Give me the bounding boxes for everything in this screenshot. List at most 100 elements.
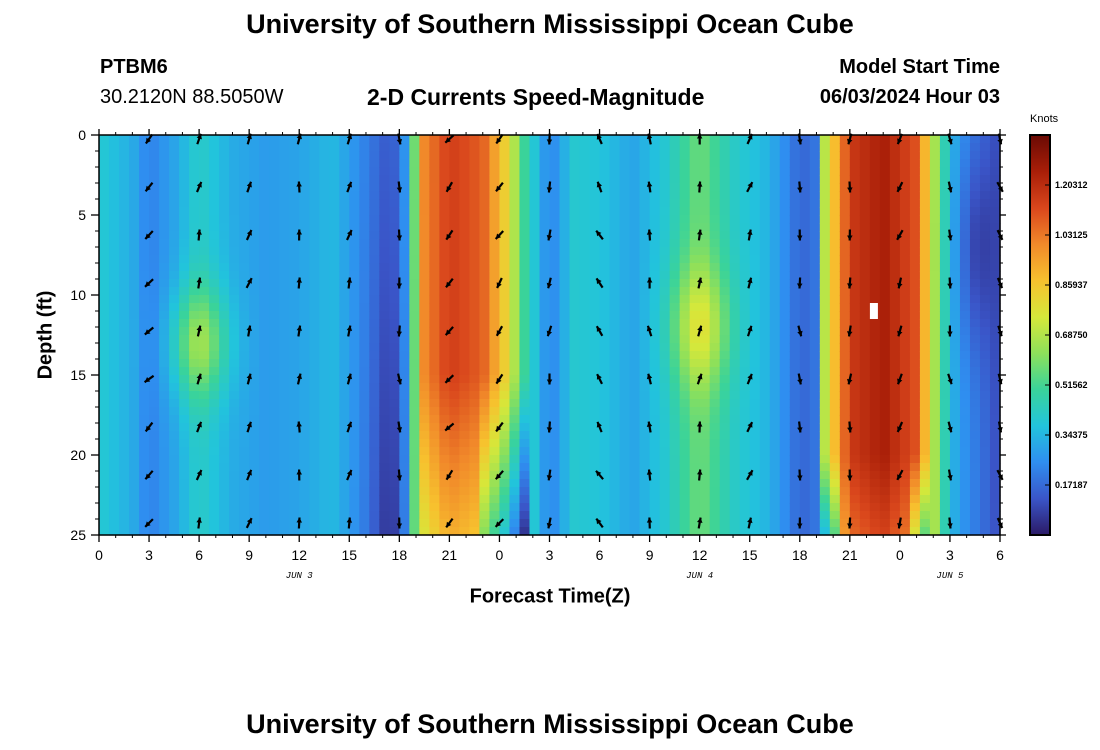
- heatmap-cell: [779, 191, 791, 200]
- heatmap-cell: [979, 359, 991, 368]
- x-tick-label: 6: [996, 547, 1004, 563]
- heatmap-cell: [719, 287, 731, 296]
- heatmap-cell: [509, 135, 521, 144]
- current-vector: [196, 229, 202, 241]
- heatmap-cell: [159, 239, 170, 248]
- heatmap-cell: [309, 271, 320, 280]
- heatmap-cell: [979, 247, 991, 256]
- heatmap-cell: [359, 351, 370, 360]
- heatmap-cell: [159, 343, 170, 352]
- heatmap-cell: [799, 447, 811, 456]
- heatmap-cell: [699, 527, 711, 536]
- heatmap-cell: [859, 407, 871, 416]
- heatmap-cell: [399, 407, 410, 416]
- heatmap-cell: [489, 375, 501, 384]
- heatmap-cell: [369, 487, 380, 496]
- heatmap-cell: [189, 503, 200, 512]
- heatmap-cell: [619, 159, 631, 168]
- heatmap-cell: [909, 199, 921, 208]
- current-vector: [947, 325, 953, 337]
- heatmap-cell: [669, 319, 681, 328]
- heatmap-cell: [939, 135, 951, 144]
- heatmap-cell: [219, 399, 230, 408]
- heatmap-cell: [149, 231, 160, 240]
- heatmap-cell: [969, 151, 981, 160]
- heatmap-cell: [699, 319, 711, 328]
- heatmap-cell: [509, 391, 521, 400]
- heatmap-cell: [739, 391, 751, 400]
- heatmap-cell: [979, 159, 991, 168]
- heatmap-cell: [969, 207, 981, 216]
- heatmap-cell: [259, 439, 270, 448]
- heatmap-cell: [709, 303, 721, 312]
- heatmap-cell: [759, 223, 771, 232]
- heatmap-cell: [339, 519, 350, 528]
- current-vector: [445, 469, 454, 481]
- heatmap-cell: [709, 463, 721, 472]
- heatmap-cell: [909, 151, 921, 160]
- current-vector: [495, 182, 504, 192]
- heatmap-cell: [659, 247, 671, 256]
- heatmap-cell: [439, 175, 450, 184]
- heatmap-cell: [869, 511, 881, 520]
- heatmap-cell: [189, 175, 200, 184]
- heatmap-cell: [749, 335, 761, 344]
- heatmap-cell: [849, 191, 861, 200]
- heatmap-cell: [699, 183, 711, 192]
- current-vector: [144, 326, 154, 336]
- heatmap-cell: [149, 199, 160, 208]
- heatmap-cell: [949, 471, 961, 480]
- heatmap-cell: [959, 519, 971, 528]
- heatmap-cell: [179, 263, 190, 272]
- heatmap-cell: [979, 303, 991, 312]
- heatmap-cell: [579, 135, 591, 144]
- heatmap-cell: [529, 487, 541, 496]
- heatmap-cell: [799, 479, 811, 488]
- heatmap-cell: [859, 511, 871, 520]
- heatmap-cell: [169, 479, 180, 488]
- heatmap-cell: [229, 255, 240, 264]
- heatmap-cell: [349, 367, 360, 376]
- heatmap-cell: [149, 407, 160, 416]
- heatmap-cell: [579, 223, 591, 232]
- heatmap-cell: [409, 343, 420, 352]
- heatmap-cell: [889, 255, 901, 264]
- heatmap-cell: [949, 287, 961, 296]
- heatmap-cell: [789, 367, 801, 376]
- heatmap-cell: [869, 207, 881, 216]
- heatmap-cell: [309, 199, 320, 208]
- heatmap-cell: [229, 423, 240, 432]
- heatmap-cell: [389, 519, 400, 528]
- y-tick-label: 0: [78, 127, 86, 143]
- current-vector: [144, 133, 154, 145]
- heatmap-cell: [779, 335, 791, 344]
- heatmap-cell: [269, 399, 280, 408]
- heatmap-cell: [449, 295, 460, 304]
- heatmap-cell: [899, 351, 911, 360]
- heatmap-cell: [649, 207, 661, 216]
- heatmap-cell: [939, 159, 951, 168]
- heatmap-cell: [249, 207, 260, 216]
- heatmap-cell: [419, 263, 430, 272]
- heatmap-cell: [819, 143, 831, 152]
- heatmap-cell: [109, 319, 120, 328]
- heatmap-cell: [249, 135, 260, 144]
- heatmap-cell: [879, 519, 891, 528]
- heatmap-cell: [979, 151, 991, 160]
- date-label: JUN 4: [686, 571, 713, 581]
- heatmap-cell: [669, 479, 681, 488]
- heatmap-cell: [349, 471, 360, 480]
- heatmap-cell: [989, 471, 1001, 480]
- heatmap-cell: [619, 511, 631, 520]
- heatmap-cell: [449, 199, 460, 208]
- heatmap-cell: [689, 407, 701, 416]
- heatmap-cell: [869, 319, 881, 328]
- heatmap-cell: [759, 399, 771, 408]
- current-vector: [495, 373, 504, 385]
- x-tick-label: 0: [496, 547, 504, 563]
- heatmap-cell: [189, 255, 200, 264]
- heatmap-cell: [479, 295, 491, 304]
- heatmap-cell: [569, 415, 581, 424]
- heatmap-cell: [369, 271, 380, 280]
- heatmap-cell: [299, 271, 310, 280]
